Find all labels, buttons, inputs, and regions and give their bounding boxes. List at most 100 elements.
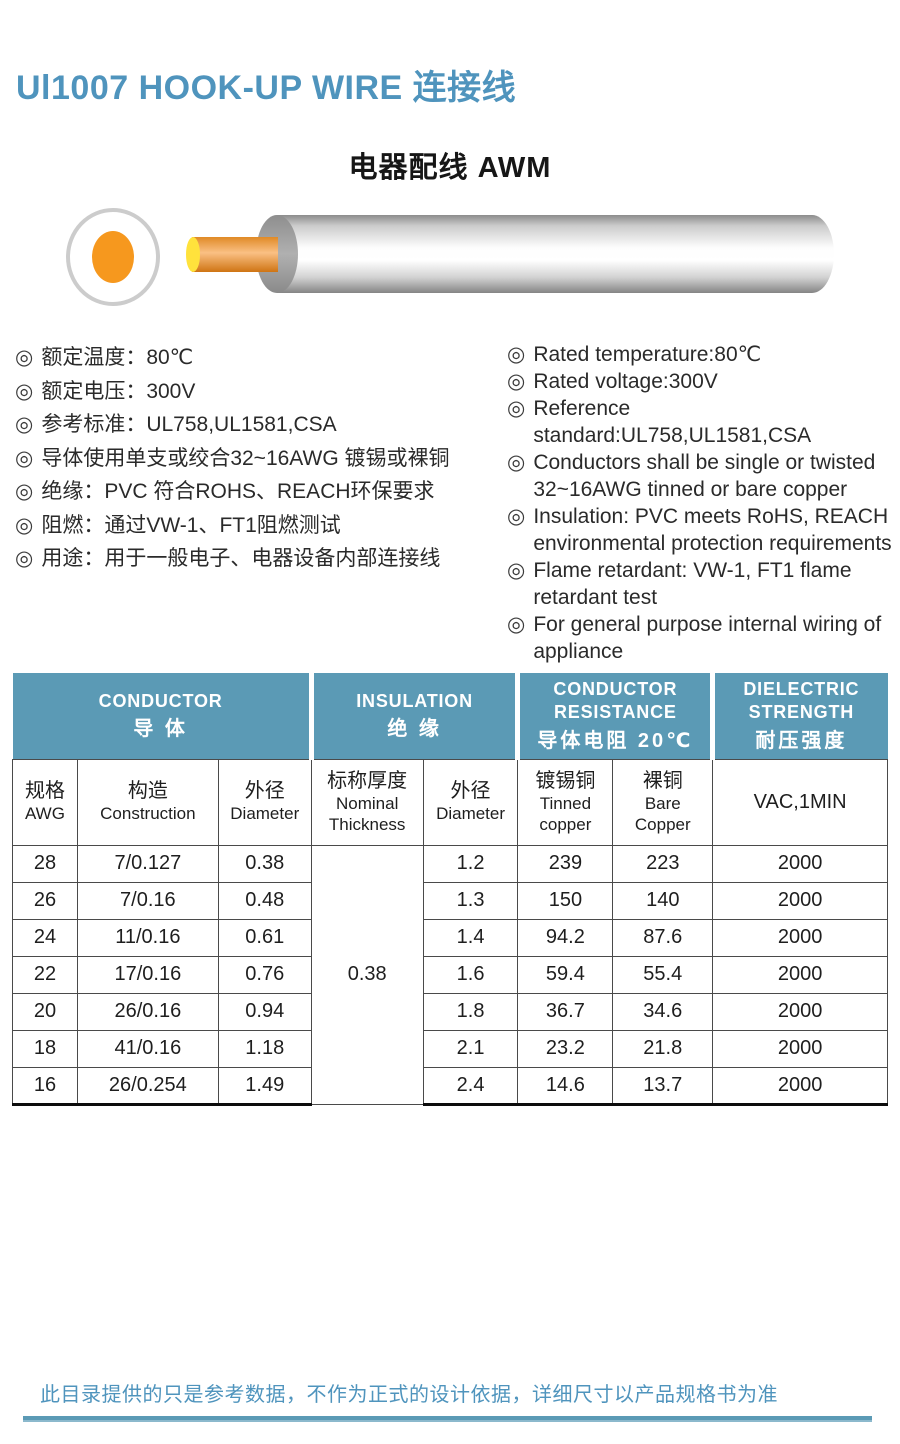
spec-item: ◎ 阻燃：通过VW-1、FT1阻燃测试 bbox=[15, 509, 507, 543]
table-cell: 140 bbox=[612, 881, 714, 920]
table-cell: 150 bbox=[517, 881, 614, 920]
column-label-line: Thickness bbox=[328, 814, 406, 834]
column-label-line: copper bbox=[539, 814, 592, 834]
column-label-line: Construction bbox=[100, 804, 196, 824]
spec-text: Reference standard:UL758,UL1581,CSA bbox=[533, 395, 895, 449]
spec-text: 额定温度：80℃ bbox=[41, 341, 507, 375]
table-cell: 2000 bbox=[712, 1066, 888, 1106]
table-cell: 13.7 bbox=[612, 1066, 714, 1106]
column-label-line: Copper bbox=[634, 814, 691, 834]
table-row: 28 7/0.127 0.38 0.38 1.2 239 223 2000 bbox=[12, 844, 888, 1105]
group-label-cn: 绝 缘 bbox=[387, 717, 442, 740]
table-cell: 20 bbox=[12, 992, 78, 1031]
table-row: 26 7/0.16 0.48 1.3 150 140 2000 bbox=[12, 881, 888, 920]
group-label-line: CONDUCTOR bbox=[98, 690, 223, 711]
group-label-en: DIELECTRIC STRENGTH bbox=[715, 678, 887, 725]
group-label-line: INSULATION bbox=[356, 690, 473, 711]
table-cell: 26 bbox=[12, 881, 78, 920]
spec-text: 额定电压：300V bbox=[41, 375, 507, 409]
group-label-line: RESISTANCE bbox=[554, 702, 677, 723]
spec-line: 额定电压：300V bbox=[41, 379, 196, 403]
table-cell: 21.8 bbox=[612, 1029, 714, 1068]
table-cell: 2000 bbox=[712, 844, 888, 883]
table-cell: 0.48 bbox=[217, 881, 312, 920]
spec-text: For general purpose internal wiring of ap… bbox=[533, 611, 895, 665]
column-label-cn: 裸铜 bbox=[642, 770, 683, 793]
table-cell: 2000 bbox=[712, 918, 888, 957]
spec-item: ◎ Insulation: PVC meets RoHS, REACH enviro… bbox=[507, 503, 895, 557]
column-label-cn: 外径 bbox=[450, 780, 491, 803]
spec-table-head: CONDUCTOR 导 体 INSULATION 绝 缘 CONDUCTOR RESIST… bbox=[12, 673, 888, 846]
spec-item: ◎ 导体使用单支或绞合32~16AWG 镀锡或裸铜 bbox=[15, 442, 507, 476]
spec-line: Insulation: PVC meets RoHS, REACH bbox=[533, 505, 889, 528]
column-label-en: Bare Copper bbox=[613, 794, 712, 835]
table-cell: 1.18 bbox=[217, 1029, 312, 1068]
spec-line: Flame retardant: VW-1, FT1 flame bbox=[533, 559, 852, 582]
column-label-line: Nominal bbox=[335, 794, 399, 814]
group-label-en: CONDUCTOR RESISTANCE bbox=[520, 678, 710, 725]
spec-item: ◎ Flame retardant: VW-1, FT1 flame retarda… bbox=[507, 557, 895, 611]
spec-text: Flame retardant: VW-1, FT1 flame retardan… bbox=[533, 557, 895, 611]
group-label-cn: 导体电阻 20℃ bbox=[537, 729, 694, 752]
table-cell: 26/0.16 bbox=[76, 992, 219, 1031]
spec-text: Rated temperature:80℃ bbox=[533, 341, 895, 368]
table-cell: 11/0.16 bbox=[76, 918, 219, 957]
footer: 此目录提供的只是参考数据，不作为正式的设计依据，详细尺寸以产品规格书为准 bbox=[23, 1378, 872, 1422]
spec-list-en: ◎ Rated temperature:80℃ ◎ Rated voltage:300… bbox=[507, 341, 895, 665]
table-cell: 2000 bbox=[712, 955, 888, 994]
spec-table: CONDUCTOR 导 体 INSULATION 绝 缘 CONDUCTOR RESIST… bbox=[12, 673, 888, 1106]
table-row: 16 26/0.254 1.49 2.4 14.6 13.7 2000 bbox=[12, 1066, 888, 1106]
footer-note: 此目录提供的只是参考数据，不作为正式的设计依据，详细尺寸以产品规格书为准 bbox=[40, 1384, 778, 1406]
spec-text: 导体使用单支或绞合32~16AWG 镀锡或裸铜 bbox=[41, 442, 507, 476]
table-cell: 2.1 bbox=[422, 1029, 519, 1068]
table-group-header: CONDUCTOR 导 体 bbox=[12, 673, 312, 759]
spec-text: 绝缘：PVC 符合ROHS、REACH环保要求 bbox=[41, 475, 507, 509]
table-column-header: 标称厚度 Nominal Thickness bbox=[310, 758, 424, 846]
table-cell: 223 bbox=[612, 844, 714, 883]
column-label-cn: 外径 bbox=[244, 780, 285, 803]
spec-text: Conductors shall be single or twisted 32~… bbox=[533, 449, 895, 503]
spec-line: 用途：用于一般电子、电器设备内部连接线 bbox=[41, 547, 441, 570]
table-column-header: VAC,1MIN bbox=[712, 758, 888, 846]
spec-line: Rated voltage:300V bbox=[533, 370, 718, 393]
table-cell: 0.61 bbox=[217, 918, 312, 957]
column-label-en: AWG bbox=[13, 804, 77, 824]
table-column-header: 外径 Diameter bbox=[422, 758, 519, 846]
table-cell: 87.6 bbox=[612, 918, 714, 957]
spec-line: For general purpose internal wiring of bbox=[533, 613, 882, 636]
spec-text: Insulation: PVC meets RoHS, REACH environ… bbox=[533, 503, 895, 557]
table-row: 22 17/0.16 0.76 1.6 59.4 55.4 2000 bbox=[12, 955, 888, 994]
table-group-header: DIELECTRIC STRENGTH 耐压强度 bbox=[710, 673, 888, 759]
column-label-line: AWG bbox=[24, 804, 65, 824]
table-cell: 59.4 bbox=[517, 955, 614, 994]
double-circle-bullet-icon: ◎ bbox=[507, 559, 526, 582]
spec-lists: ◎ 额定温度：80℃ ◎ 额定电压：300V ◎ 参考标准：UL758,UL1581,CS… bbox=[15, 341, 895, 665]
table-group-header: INSULATION 绝 缘 bbox=[308, 673, 518, 759]
spec-line: 绝缘：PVC 符合ROHS、REACH环保要求 bbox=[41, 480, 435, 503]
table-cell: 7/0.16 bbox=[76, 881, 219, 920]
table-group-row: CONDUCTOR 导 体 INSULATION 绝 缘 CONDUCTOR RESIST… bbox=[12, 673, 888, 759]
spec-line: 额定温度：80℃ bbox=[41, 346, 194, 369]
cross-section-icon bbox=[66, 208, 160, 306]
group-label-line: DIELECTRIC bbox=[743, 678, 860, 699]
spec-line: appliance bbox=[533, 640, 624, 663]
wire-illustration-icon bbox=[66, 208, 834, 306]
column-label-en: VAC,1MIN bbox=[713, 790, 887, 814]
table-cell: 16 bbox=[12, 1066, 78, 1106]
double-circle-bullet-icon: ◎ bbox=[15, 346, 34, 369]
table-cell: 17/0.16 bbox=[76, 955, 219, 994]
table-cell: 36.7 bbox=[517, 992, 614, 1031]
column-label-cn: 镀锡铜 bbox=[535, 770, 596, 793]
spec-item: ◎ 绝缘：PVC 符合ROHS、REACH环保要求 bbox=[15, 475, 507, 509]
table-cell: 94.2 bbox=[517, 918, 614, 957]
table-subheader-row: 规格 AWG 构造 Construction 外径 Diameter 标称厚度 Nominal… bbox=[12, 758, 888, 846]
spec-line: environmental protection requirements bbox=[533, 532, 892, 555]
spec-line: Reference standard:UL758,UL1581,CSA bbox=[533, 397, 812, 447]
spec-table-body: 28 7/0.127 0.38 0.38 1.2 239 223 2000 26 7/0.16 0.… bbox=[12, 844, 888, 1106]
table-row: 18 41/0.16 1.18 2.1 23.2 21.8 2000 bbox=[12, 1029, 888, 1068]
table-cell: 7/0.127 bbox=[76, 844, 219, 883]
table-cell: 18 bbox=[12, 1029, 78, 1068]
column-label-en: Diameter bbox=[219, 804, 311, 824]
column-label-en: Nominal Thickness bbox=[312, 794, 423, 835]
